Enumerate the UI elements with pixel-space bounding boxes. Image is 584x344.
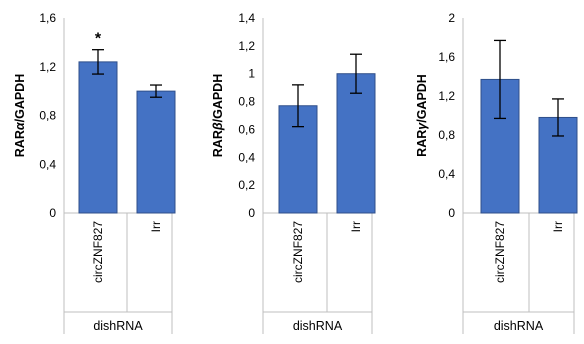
y-tick-label: 1 bbox=[248, 67, 255, 81]
y-tick-label: 1,6 bbox=[438, 50, 455, 64]
y-axis-title-greek: β bbox=[211, 122, 225, 131]
x-axis-title: dishRNA bbox=[494, 319, 544, 333]
x-axis-title: dishRNA bbox=[93, 319, 143, 333]
y-axis-title-greek: α bbox=[13, 121, 27, 130]
y-tick-label: 0,6 bbox=[238, 122, 255, 136]
bar bbox=[78, 61, 118, 214]
category-label: circZNF827 bbox=[291, 221, 305, 283]
y-tick-label: 0 bbox=[448, 206, 455, 220]
y-tick-label: 0 bbox=[248, 206, 255, 220]
y-tick-label: 0,8 bbox=[238, 95, 255, 109]
chart-panel-0: 0 0,4 0,8 1,2 1,6 RARα/GAPDH * circZNF827 Irr dis… bbox=[8, 0, 182, 335]
y-tick-label: 1,4 bbox=[238, 11, 255, 25]
y-axis-title: RARα/GAPDH bbox=[13, 74, 27, 157]
y-tick-label: 1,2 bbox=[39, 60, 56, 74]
y-tick-label: 1,2 bbox=[438, 89, 455, 103]
y-axis-title-prefix: RAR bbox=[211, 130, 225, 157]
panel-frame bbox=[208, 0, 382, 335]
chart-panel-2: 0 0,4 0,8 1,2 1,6 2 RARγ/GAPDH circZNF827 Irr dis… bbox=[410, 0, 584, 335]
y-axis-title-suffix: /GAPDH bbox=[13, 74, 27, 123]
chart-panel-1: 0 0,2 0,4 0,6 0,8 1 1,2 1,4 RARβ/GAPDH circZNF827… bbox=[208, 0, 382, 335]
y-tick-label: 0 bbox=[49, 206, 56, 220]
category-label: circZNF827 bbox=[493, 221, 507, 283]
y-tick-label: 0,4 bbox=[238, 150, 255, 164]
y-tick-label: 0,4 bbox=[39, 157, 56, 171]
y-tick-label: 2 bbox=[448, 11, 455, 25]
significance-marker: * bbox=[95, 31, 102, 48]
y-axis-title-suffix: /GAPDH bbox=[415, 74, 429, 123]
y-axis-title-suffix: /GAPDH bbox=[211, 74, 225, 123]
y-axis-title-prefix: RAR bbox=[13, 130, 27, 157]
x-axis-title: dishRNA bbox=[293, 319, 343, 333]
y-tick-label: 0,8 bbox=[438, 128, 455, 142]
category-label: Irr bbox=[551, 221, 565, 232]
y-tick-label: 1,2 bbox=[238, 39, 255, 53]
y-tick-label: 0,8 bbox=[39, 109, 56, 123]
category-label: circZNF827 bbox=[91, 221, 105, 283]
bar bbox=[136, 90, 176, 214]
bar bbox=[278, 105, 318, 214]
y-axis-title: RARβ/GAPDH bbox=[211, 74, 225, 157]
y-axis-title-prefix: RAR bbox=[415, 130, 429, 157]
y-axis-title: RARγ/GAPDH bbox=[415, 74, 429, 157]
y-tick-label: 1,6 bbox=[39, 11, 56, 25]
panel-frame bbox=[8, 0, 182, 335]
y-tick-label: 0,2 bbox=[238, 178, 255, 192]
category-label: Irr bbox=[149, 221, 163, 232]
category-label: Irr bbox=[349, 221, 363, 232]
bar bbox=[336, 73, 376, 214]
y-axis-title-greek: γ bbox=[415, 122, 429, 130]
y-tick-label: 0,4 bbox=[438, 167, 455, 181]
